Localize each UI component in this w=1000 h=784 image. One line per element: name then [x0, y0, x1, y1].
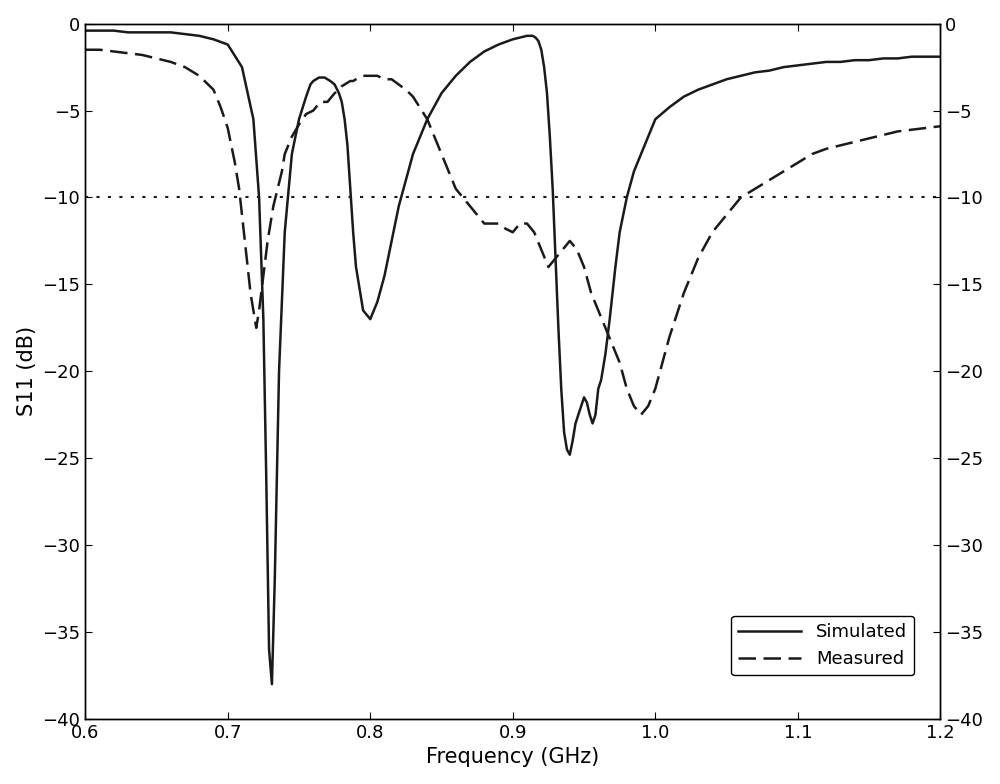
Measured	[514, 219, 526, 228]
Measured	[585, 289, 597, 298]
Measured	[934, 122, 946, 131]
Y-axis label: S11 (dB): S11 (dB)	[17, 326, 37, 416]
Simulated	[595, 376, 607, 385]
Simulated	[266, 680, 278, 689]
Line: Simulated: Simulated	[85, 31, 940, 684]
Measured	[79, 45, 91, 54]
Measured	[635, 410, 647, 419]
Measured	[179, 63, 191, 72]
Simulated	[934, 52, 946, 61]
Simulated	[79, 26, 91, 35]
Simulated	[357, 306, 369, 315]
X-axis label: Frequency (GHz): Frequency (GHz)	[426, 747, 599, 768]
Simulated	[544, 132, 556, 141]
Measured	[386, 74, 398, 84]
Simulated	[581, 397, 593, 407]
Simulated	[621, 193, 633, 202]
Simulated	[892, 54, 904, 64]
Legend: Simulated, Measured: Simulated, Measured	[731, 615, 914, 675]
Line: Measured: Measured	[85, 49, 940, 415]
Measured	[621, 384, 633, 394]
Measured	[272, 184, 284, 194]
